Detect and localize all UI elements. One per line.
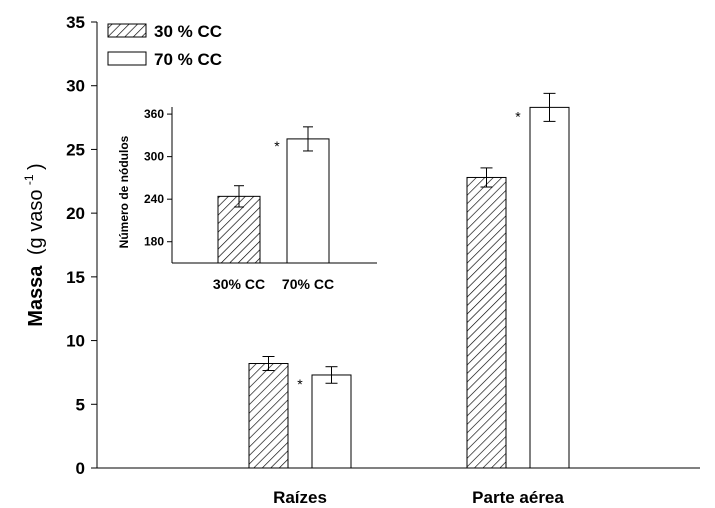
legend-label-30cc: 30 % CC: [154, 22, 222, 41]
main-ytick-label: 0: [76, 459, 85, 478]
inset-ytick-label: 180: [144, 235, 164, 249]
legend: 30 % CC 70 % CC: [107, 22, 222, 69]
inset-ytick-label: 300: [144, 150, 164, 164]
main-ytick-label: 35: [66, 13, 85, 32]
main-ytick-label: 10: [66, 332, 85, 351]
bar-raizes-70cc: [311, 374, 352, 469]
legend-swatch-30cc: [107, 23, 147, 38]
inset-y-axis-label: Número de nódulos: [117, 135, 131, 248]
main-ytick-label: 5: [76, 395, 85, 414]
inset-category-label: 70% CC: [282, 276, 334, 292]
main-ytick-label: 30: [66, 77, 85, 96]
inset-category-label: 30% CC: [213, 276, 265, 292]
bar-parte-aerea-30cc: [466, 176, 507, 469]
inset-significance-star: *: [274, 138, 280, 154]
main-ytick-label: 25: [66, 140, 85, 159]
main-ytick-label: 15: [66, 268, 85, 287]
significance-star: *: [515, 108, 521, 124]
significance-star: *: [297, 376, 303, 392]
inset-chart: 180 240 300 360 * 30% CC 70% CC Número de nó…: [117, 107, 377, 292]
main-category-label: Parte aérea: [472, 488, 564, 507]
bar-raizes-30cc: [248, 363, 289, 469]
legend-swatch-70cc: [107, 51, 147, 66]
inset-ytick-label: 240: [144, 192, 164, 206]
bar-parte-aerea-70cc: [529, 106, 570, 469]
main-y-axis-label: Massa (g vaso -1 ): [20, 163, 47, 326]
inset-ytick-label: 360: [144, 107, 164, 121]
main-category-label: Raízes: [273, 488, 327, 507]
main-ytick-label: 20: [66, 204, 85, 223]
legend-label-70cc: 70 % CC: [154, 50, 222, 69]
inset-bar-70cc: [286, 138, 330, 264]
